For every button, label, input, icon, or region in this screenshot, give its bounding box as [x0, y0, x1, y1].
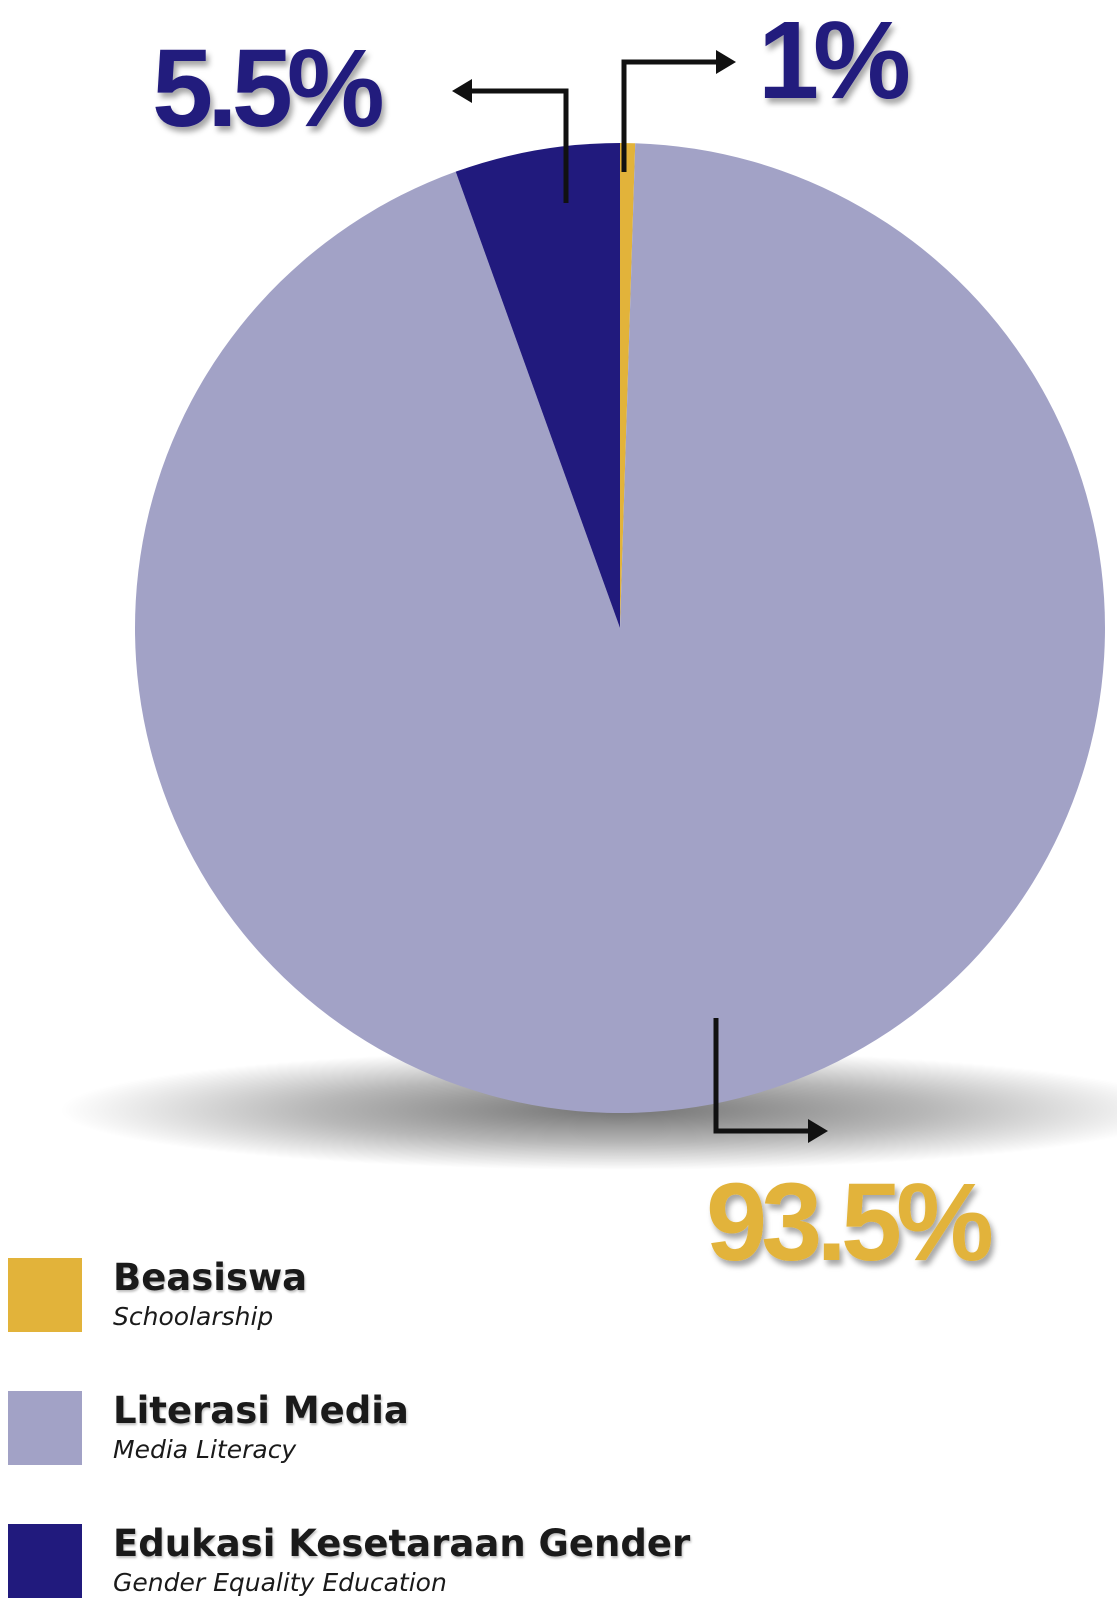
percentage-label-beasiswa: 1% — [758, 0, 908, 122]
percentage-label-edukasi-kesetaraan-gender: 5.5% — [152, 27, 382, 150]
percentage-label-literasi-media: 93.5% — [706, 1161, 991, 1284]
pie-slice-literasi-media — [134, 143, 1106, 1114]
legend-sublabel: Gender Equality Education — [113, 1568, 447, 1597]
pie-slices — [134, 143, 1106, 1114]
legend-item-literasi-media: Literasi Media Media Literacy — [8, 1389, 908, 1471]
legend-item-edukasi-kesetaraan-gender: Edukasi Kesetaraan Gender Gender Equalit… — [8, 1522, 908, 1604]
pie-slice-beasiswa — [620, 143, 636, 628]
legend-label: Beasiswa — [113, 1256, 308, 1299]
pie-slice-edukasi-kesetaraan-gender — [455, 143, 620, 628]
legend-swatch — [8, 1524, 82, 1598]
legend-item-beasiswa: Beasiswa Schoolarship — [8, 1256, 908, 1338]
legend-swatch — [8, 1391, 82, 1465]
legend-swatch — [8, 1258, 82, 1332]
legend-label: Literasi Media — [113, 1389, 409, 1432]
legend-sublabel: Media Literacy — [113, 1435, 297, 1464]
callout-arrow-literasi-media — [713, 1018, 828, 1143]
legend-label: Edukasi Kesetaraan Gender — [113, 1522, 691, 1565]
callout-arrows — [452, 50, 828, 1143]
percentage-labels: 1% 93.5% 5.5% — [152, 0, 997, 1284]
callout-arrow-beasiswa — [621, 50, 736, 172]
callout-arrow-edukasi — [452, 79, 569, 203]
legend-sublabel: Schoolarship — [113, 1302, 274, 1331]
